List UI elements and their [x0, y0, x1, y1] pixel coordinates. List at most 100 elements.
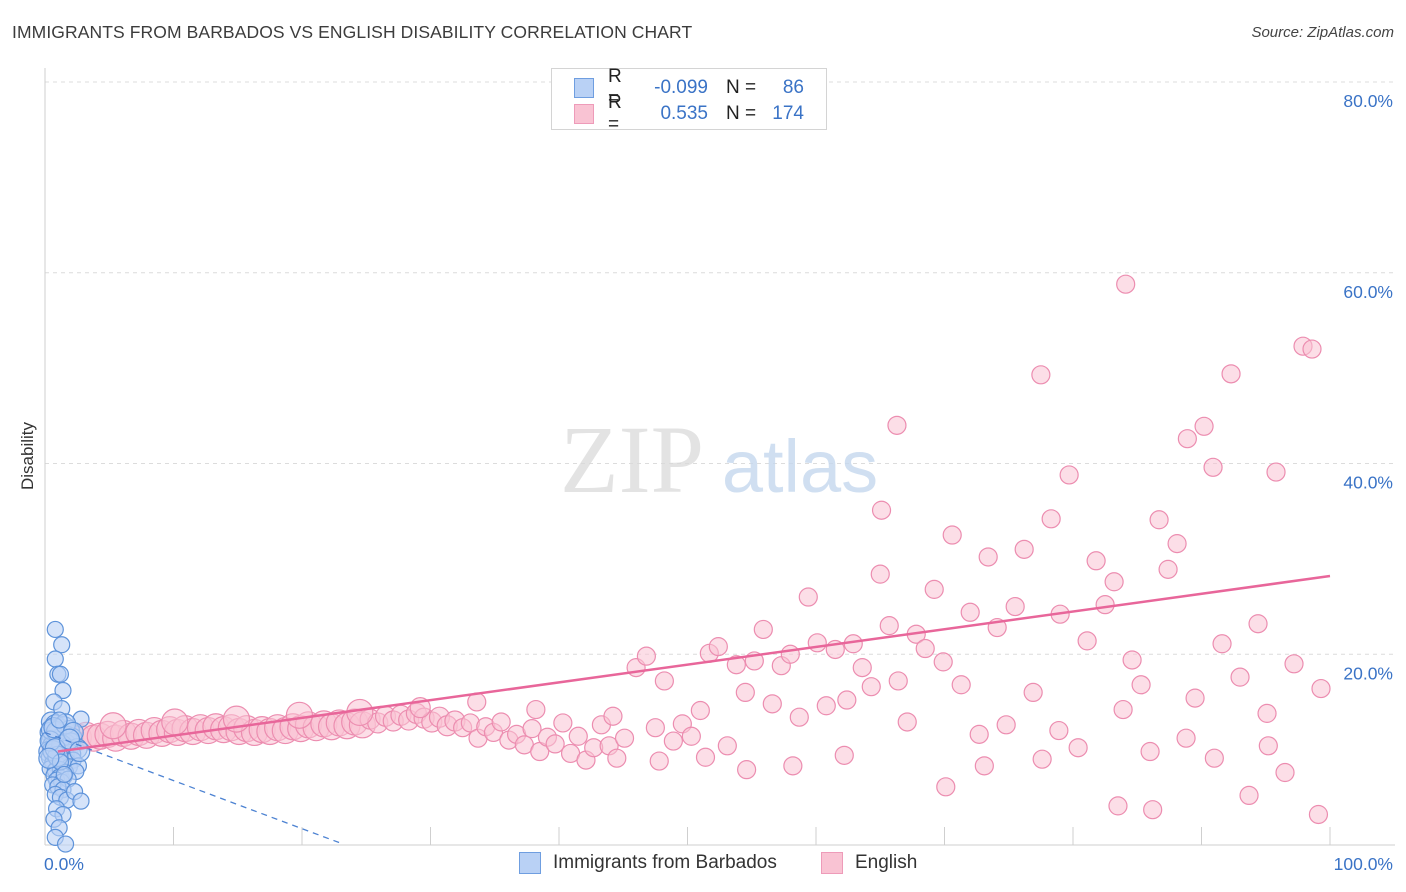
english-point [1149, 510, 1169, 530]
english-point [1258, 736, 1278, 756]
english-point [1032, 749, 1052, 769]
english-point [888, 671, 908, 691]
english-point [737, 760, 757, 780]
barbados-point [53, 636, 71, 654]
english-point [762, 694, 782, 714]
english-point [978, 547, 998, 567]
english-point [1068, 738, 1088, 758]
barbados-point [46, 620, 64, 639]
english-point [1176, 728, 1196, 748]
english-point [491, 712, 511, 732]
bottom-legend-label: Immigrants from Barbados [553, 852, 777, 873]
english-point [1204, 748, 1224, 768]
grid-layer: 20.0% 40.0% 60.0% 80.0% [45, 81, 1395, 683]
barbados-point [56, 835, 75, 853]
english-point [870, 564, 890, 584]
legend-r-label: R = [608, 66, 622, 109]
y-tick-label: 20.0% [1343, 663, 1393, 683]
english-point [568, 726, 588, 746]
legend-r-label: R = [608, 92, 622, 135]
english-point [798, 587, 818, 607]
english-point [654, 671, 674, 691]
legend-swatch-blue [574, 78, 594, 98]
english-point [717, 736, 737, 756]
barbados-point [51, 665, 70, 683]
english-point [1095, 595, 1115, 615]
legend-r-value: -0.099 [654, 77, 708, 98]
english-point [789, 707, 809, 727]
english-point [837, 690, 857, 710]
correlation-legend: R = -0.099 N = 86 R = 0.535 N = 174 [551, 66, 827, 135]
barbados-point [50, 711, 68, 729]
barbados-point [69, 740, 91, 763]
english-point [816, 696, 836, 716]
watermark-atlas: atlas [722, 425, 878, 508]
english-point [924, 579, 944, 599]
english-point [861, 677, 881, 697]
english-point [974, 756, 994, 776]
bottom-legend-english[interactable]: English [821, 852, 917, 874]
barbados-points [38, 620, 91, 853]
legend-r-value: 0.535 [660, 103, 708, 124]
english-point [708, 637, 728, 657]
english-point [753, 619, 773, 640]
english-point [1248, 614, 1268, 634]
english-point [346, 698, 374, 727]
bottom-legend-barbados[interactable]: Immigrants from Barbados [519, 852, 777, 874]
english-point [1302, 339, 1322, 359]
english-point [1203, 457, 1223, 477]
y-tick-label: 80.0% [1343, 91, 1393, 111]
english-point [871, 500, 892, 520]
english-point [1005, 596, 1025, 617]
english-point [1185, 688, 1205, 708]
english-points [41, 274, 1331, 825]
english-point [1257, 703, 1277, 723]
english-point [1239, 785, 1259, 806]
english-point [1275, 762, 1295, 783]
english-point [607, 748, 627, 768]
y-tick-label: 60.0% [1343, 282, 1393, 302]
legend-swatch-pink [574, 104, 594, 124]
legend-row-english: R = 0.535 N = 174 [574, 92, 804, 135]
english-point [663, 731, 683, 751]
english-point [1113, 699, 1133, 720]
english-point [1031, 365, 1051, 385]
english-point [1140, 741, 1160, 762]
legend-swatch-pink [821, 852, 843, 874]
english-point [645, 718, 665, 738]
english-point [1167, 534, 1187, 554]
english-point [1059, 465, 1079, 485]
watermark-zip: ZIP [560, 406, 704, 513]
english-point [1116, 274, 1136, 294]
english-point [960, 602, 980, 622]
barbados-point [72, 792, 90, 810]
english-point [1143, 800, 1163, 820]
english-point [99, 712, 127, 740]
legend-n-value: 174 [772, 103, 804, 124]
legend-n-label: N = [726, 77, 757, 98]
english-point [726, 655, 746, 675]
legend-n-value: 86 [782, 77, 804, 98]
english-point [522, 719, 542, 739]
x-tick-label: 0.0% [44, 854, 84, 874]
english-point [780, 644, 800, 664]
legend-n-label: N = [726, 103, 757, 124]
english-point [1284, 654, 1304, 674]
english-point [1212, 634, 1232, 654]
english-trend-line [57, 574, 1331, 753]
english-point [1230, 667, 1250, 687]
english-point [614, 728, 635, 748]
english-point [681, 726, 701, 746]
legend-swatch-blue [519, 852, 541, 874]
english-point [1266, 462, 1286, 482]
english-point [897, 712, 917, 732]
x-tick-label: 100.0% [1334, 854, 1393, 874]
english-point [969, 724, 989, 744]
english-point [690, 700, 710, 721]
legend-row-barbados: R = -0.099 N = 86 [574, 66, 804, 109]
english-point [915, 638, 935, 659]
english-point [834, 745, 854, 765]
barbados-point [55, 765, 73, 784]
english-point [887, 415, 907, 435]
